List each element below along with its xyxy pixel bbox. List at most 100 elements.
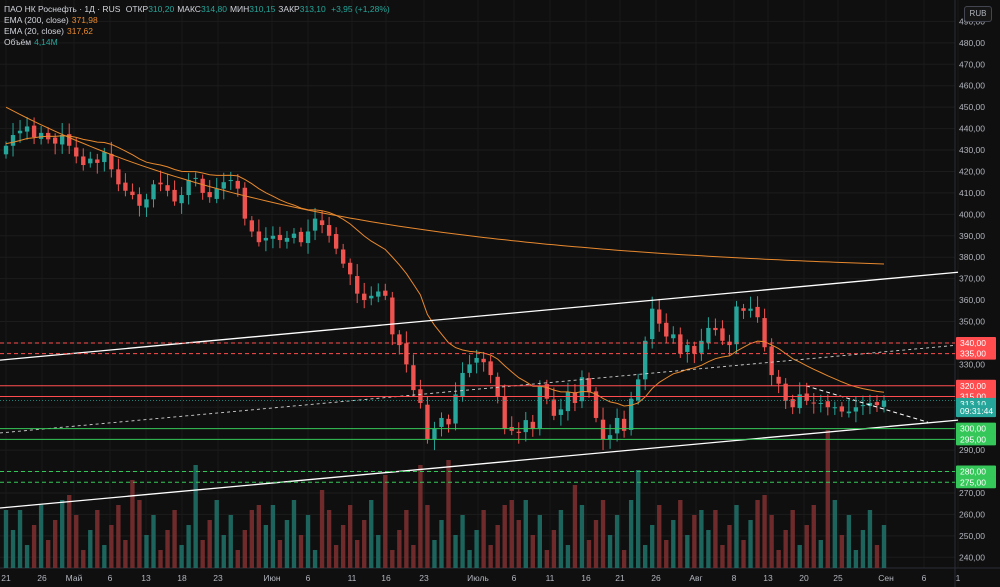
volume-bar [671, 520, 676, 568]
volume-bar [17, 510, 23, 568]
candle-body [762, 318, 767, 348]
volume-bar [643, 545, 648, 568]
candle-body [355, 276, 360, 294]
volume-bar [109, 525, 114, 568]
volume-bar [221, 535, 226, 568]
candle-body [235, 180, 240, 189]
candle-body [24, 126, 30, 132]
volume-bar [621, 550, 627, 568]
candle-body [200, 178, 205, 193]
candle-body [333, 234, 339, 249]
candle-body [242, 187, 247, 219]
ohlc-value: 314,80 [200, 4, 227, 14]
volume-bar [790, 510, 795, 568]
candle-body [593, 391, 599, 418]
x-tick-label: Сен [878, 573, 894, 583]
volume-bar [193, 465, 198, 568]
candle-body [249, 220, 255, 232]
volume-value: 4,14M [34, 37, 58, 47]
candle-body [600, 419, 606, 440]
volume-bar [355, 540, 360, 568]
candle-body [60, 135, 65, 145]
candle-body [516, 431, 521, 433]
volume-bar [102, 545, 107, 568]
volume-bar [298, 535, 304, 568]
volume-bar [172, 510, 177, 568]
candle-body [291, 233, 297, 238]
chart-legend: ПАО НК Роснефть · 1Д · RUS ОТКР310,20 МАК… [4, 4, 390, 48]
candle-body [734, 306, 739, 345]
volume-bar [347, 505, 353, 568]
currency-button[interactable]: RUB [964, 6, 992, 22]
candle-body [713, 327, 718, 331]
candle-body [650, 308, 655, 340]
volume-bar [706, 530, 711, 568]
candle-body [664, 322, 669, 337]
price-tag [956, 465, 996, 478]
y-tick-label: 440,00 [959, 124, 985, 134]
price-tag-label: 295,00 [960, 434, 986, 444]
candle-body [607, 435, 613, 440]
ema20-name: EMA (20, close) [4, 26, 64, 36]
volume-bar [340, 525, 346, 568]
y-tick-label: 460,00 [959, 81, 985, 91]
price-tag [956, 476, 996, 489]
candle-body [614, 417, 620, 434]
candle-body [312, 218, 318, 231]
x-tick-label: 6 [108, 573, 113, 583]
volume-name: Объём [4, 37, 32, 47]
volume-bar [45, 540, 51, 568]
ema20-value: 317,62 [67, 26, 93, 36]
candle-body [137, 194, 142, 206]
volume-bar [572, 485, 578, 568]
volume-bar [516, 520, 521, 568]
volume-bar [565, 545, 571, 568]
ema200-name: EMA (200, close) [4, 15, 69, 25]
volume-bar [762, 495, 767, 568]
volume-bar [207, 520, 212, 568]
candle-body [10, 135, 16, 146]
candle-body [558, 409, 564, 415]
volume-bar [467, 550, 472, 568]
candle-body [467, 364, 472, 373]
volume-bar [657, 505, 662, 568]
price-tag [956, 347, 996, 360]
price-tag [956, 405, 996, 418]
volume-bar [839, 535, 845, 568]
legend-volume[interactable]: Объём 4,14M [4, 37, 390, 48]
candle-body [692, 345, 697, 354]
ema20-line [5, 135, 885, 407]
candle-body [221, 182, 226, 189]
volume-bar [319, 490, 325, 568]
x-tick-label: Авг [689, 573, 702, 583]
volume-bar [31, 525, 37, 568]
volume-bar [397, 530, 402, 568]
volume-bar [144, 535, 149, 568]
volume-bar [74, 515, 79, 568]
volume-bar [256, 505, 262, 568]
volume-bar [411, 545, 416, 568]
candle-body [811, 402, 816, 404]
x-tick-label: 21 [1, 573, 11, 583]
volume-bar [748, 520, 753, 568]
volume-bar [628, 500, 634, 568]
y-tick-label: 240,00 [959, 552, 985, 562]
y-tick-label: 370,00 [959, 274, 985, 284]
ohlc-label-откр: ОТКР [125, 4, 149, 14]
legend-ema20[interactable]: EMA (20, close) 317,62 [4, 26, 390, 37]
candle-body [853, 407, 859, 412]
symbol-title[interactable]: ПАО НК Роснефть · 1Д · RUS [4, 4, 121, 14]
candle-body [305, 231, 311, 244]
volume-bar [453, 535, 458, 568]
y-tick-label: 360,00 [959, 295, 985, 305]
volume-bar [439, 520, 444, 568]
volume-bar [277, 540, 283, 568]
candle-body [123, 182, 128, 191]
volume-bar [607, 535, 613, 568]
price-tag-label: 335,00 [960, 349, 986, 359]
volume-bar [263, 525, 269, 568]
legend-ema200[interactable]: EMA (200, close) 371,98 [4, 15, 390, 26]
candle-body [453, 394, 458, 424]
candle-body [523, 420, 528, 433]
